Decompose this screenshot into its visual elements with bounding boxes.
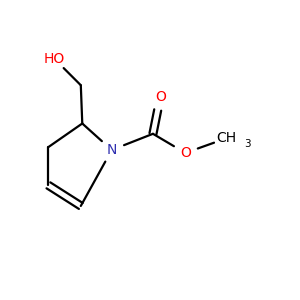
Text: O: O xyxy=(155,90,166,104)
Text: 3: 3 xyxy=(244,139,251,149)
Text: O: O xyxy=(180,146,191,160)
Text: N: N xyxy=(106,143,117,157)
Text: HO: HO xyxy=(44,52,65,66)
Text: CH: CH xyxy=(217,131,237,145)
